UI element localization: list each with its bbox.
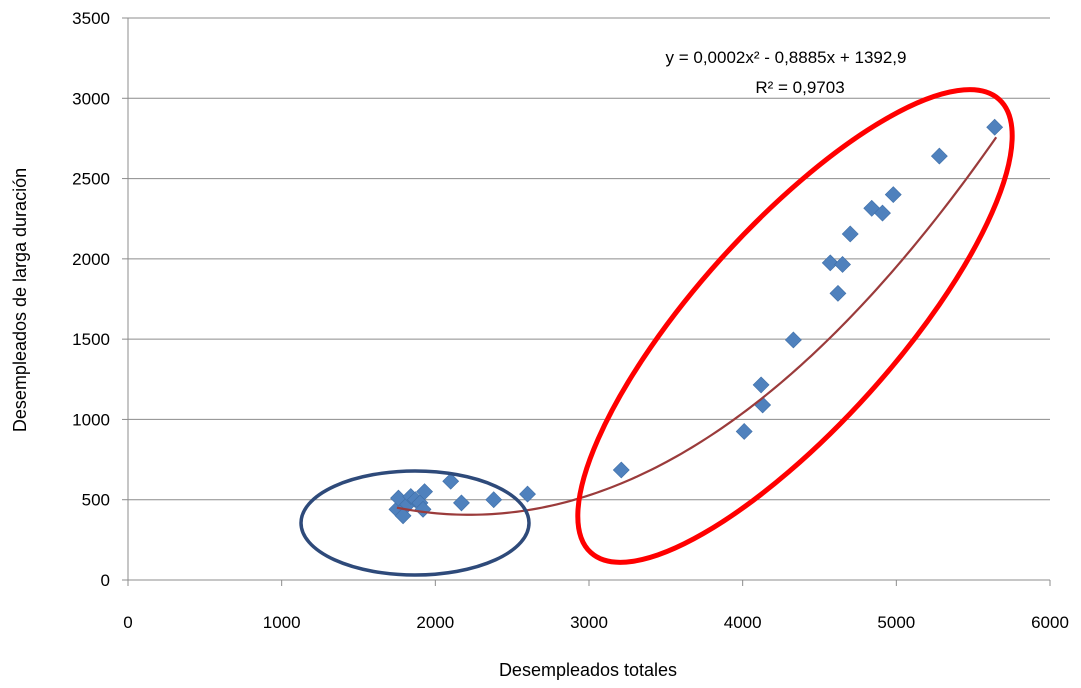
data-point-17 [784, 331, 802, 349]
x-tick-label-5: 5000 [877, 613, 915, 632]
data-point-14 [735, 423, 753, 440]
cluster-ellipse-red [575, 87, 1015, 565]
x-tick-label-2: 2000 [416, 613, 454, 632]
data-points [388, 118, 1004, 525]
y-tick-labels: 0 500 1000 1500 2000 2500 3000 3500 [72, 9, 110, 590]
grid-lines [128, 17, 1050, 501]
y-tick-label-4: 2000 [72, 250, 110, 269]
data-point-15 [752, 376, 770, 394]
x-tick-label-3: 3000 [570, 613, 608, 632]
x-tick-labels: 0 1000 2000 3000 4000 5000 6000 [123, 613, 1069, 632]
data-point-9 [442, 472, 460, 490]
y-axis-title: Desempleados de larga duración [10, 168, 30, 432]
trendline-r-squared: R² = 0,9703 [755, 78, 844, 97]
y-tick-label-5: 2500 [72, 170, 110, 189]
trendline [396, 136, 998, 516]
x-tick-label-0: 0 [123, 613, 132, 632]
data-point-10 [453, 494, 470, 512]
cluster-ellipse-blue [299, 469, 531, 577]
data-point-20 [834, 256, 851, 273]
y-tick-label-7: 3500 [72, 9, 110, 28]
data-point-23 [874, 204, 891, 222]
x-axis-title: Desempleados totales [499, 660, 677, 680]
y-tick-label-1: 500 [82, 491, 110, 510]
trendline-equation: y = 0,0002x² - 0,8885x + 1392,9 [665, 48, 906, 67]
data-point-8 [416, 483, 434, 501]
x-tick-label-1: 1000 [263, 613, 301, 632]
data-point-21 [841, 225, 859, 243]
axes [122, 17, 1051, 586]
data-point-26 [986, 118, 1004, 136]
y-tick-label-6: 3000 [72, 89, 110, 108]
data-point-13 [612, 461, 630, 479]
y-tick-label-0: 0 [101, 571, 110, 590]
data-point-16 [754, 396, 772, 414]
x-tick-label-6: 6000 [1031, 613, 1069, 632]
data-point-12 [519, 485, 536, 503]
data-point-25 [930, 147, 948, 165]
data-point-18 [821, 254, 839, 272]
data-point-19 [829, 284, 847, 302]
y-tick-label-3: 1500 [72, 330, 110, 349]
data-point-11 [485, 491, 503, 509]
data-point-24 [884, 186, 902, 204]
x-tick-label-4: 4000 [724, 613, 762, 632]
y-tick-label-2: 1000 [72, 410, 110, 429]
